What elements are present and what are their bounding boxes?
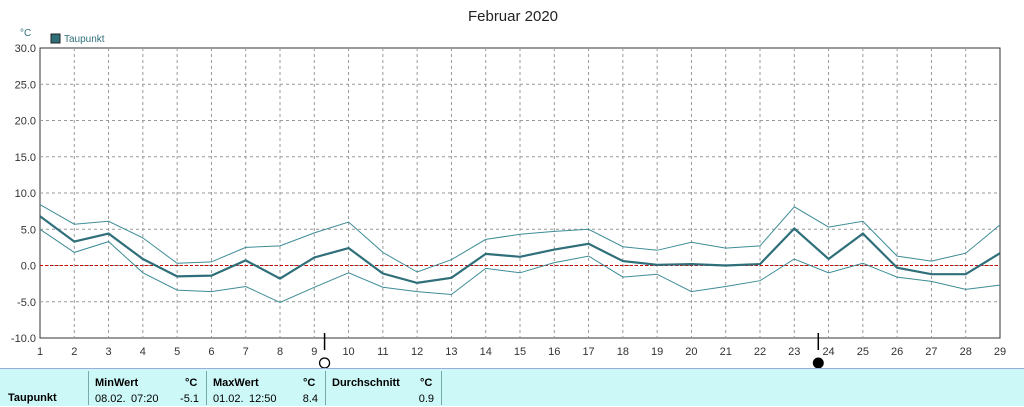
min-label: MinWert (95, 377, 139, 389)
x-tick-label: 14 (480, 346, 492, 358)
x-tick-label: 4 (140, 346, 146, 358)
y-tick-label: 25.0 (15, 79, 36, 91)
dewpoint-chart: Februar 2020 °C Taupunkt 30.025.020.015.… (11, 8, 1006, 368)
max-unit: °C (303, 377, 316, 389)
max-cell: MaxWert °C 01.02. 12:50 8.4 (207, 369, 324, 407)
x-tick-label: 7 (243, 346, 249, 358)
x-tick-label: 19 (651, 346, 663, 358)
x-tick-label: 25 (857, 346, 869, 358)
y-tick-label: 15.0 (15, 152, 36, 164)
min-unit: °C (185, 377, 198, 389)
y-axis-unit: °C (20, 28, 31, 39)
x-ticks: 1 2 3 4 5 6 7 8 9 10 11 12 13 14 15 16 17 18 19 20 21 22 23 24 2… (37, 346, 1006, 358)
y-tick-label: 30.0 (15, 43, 36, 55)
avg-label: Durchschnitt (332, 377, 400, 389)
x-tick-label: 21 (720, 346, 732, 358)
legend-swatch (50, 33, 61, 44)
x-tick-label: 2 (71, 346, 77, 358)
avg-unit: °C (420, 377, 433, 389)
separator (441, 371, 442, 405)
series-layer (39, 204, 1001, 304)
x-tick-label: 16 (548, 346, 560, 358)
legend-label: Taupunkt (64, 34, 105, 45)
full-moon-icon (318, 357, 331, 368)
min-time: 07:20 (131, 393, 159, 405)
x-tick-label: 3 (106, 346, 112, 358)
x-tick-label: 11 (377, 346, 388, 358)
x-tick-label: 13 (445, 346, 457, 358)
stats-row-label-cell: Taupunkt (0, 369, 88, 407)
x-tick-label: 1 (37, 346, 43, 358)
avg-cell: Durchschnitt °C 0.9 (326, 369, 440, 407)
x-tick-label: 17 (582, 346, 594, 358)
x-tick-label: 28 (960, 346, 972, 358)
separator (325, 371, 326, 405)
x-tick-label: 12 (411, 346, 423, 358)
x-tick-label: 6 (208, 346, 214, 358)
series-line-min (39, 228, 1001, 304)
min-value: -5.1 (180, 393, 199, 405)
x-tick-label: 24 (822, 346, 834, 358)
y-tick-label: 10.0 (15, 188, 36, 200)
x-tick-label: 26 (891, 346, 903, 358)
moon-phases (318, 333, 824, 368)
min-cell: MinWert °C 08.02. 07:20 -5.1 (89, 369, 205, 407)
y-ticks: 30.0 25.0 20.0 15.0 10.0 5.0 0.0 -5.0 -10.0 (11, 43, 36, 345)
statistics-bar: Taupunkt MinWert °C 08.02. 07:20 -5.1 Ma… (0, 368, 1024, 406)
series-line-max (39, 204, 1001, 273)
y-tick-label: 0.0 (21, 261, 36, 273)
x-tick-label: 10 (342, 346, 354, 358)
x-tick-label: 27 (925, 346, 937, 358)
max-date: 01.02. (213, 393, 244, 405)
y-tick-label: -5.0 (17, 297, 36, 309)
x-tick-label: 8 (277, 346, 283, 358)
x-tick-label: 9 (311, 346, 317, 358)
x-tick-label: 18 (617, 346, 629, 358)
y-tick-label: -10.0 (11, 333, 36, 345)
y-tick-label: 20.0 (15, 116, 36, 128)
separator (206, 371, 207, 405)
chart-title: Februar 2020 (468, 8, 558, 25)
x-tick-label: 5 (174, 346, 180, 358)
stats-row-label: Taupunkt (8, 392, 57, 404)
x-tick-label: 15 (514, 346, 526, 358)
avg-value: 0.9 (418, 393, 434, 405)
x-tick-label: 29 (994, 346, 1006, 358)
series-line-mean (39, 215, 1001, 285)
x-tick-label: 22 (754, 346, 766, 358)
new-moon-icon (812, 357, 824, 368)
y-tick-label: 5.0 (21, 224, 36, 236)
separator (88, 371, 89, 405)
x-tick-label: 20 (685, 346, 697, 358)
max-value: 8.4 (302, 393, 318, 405)
max-time: 12:50 (249, 393, 277, 405)
x-tick-label: 23 (788, 346, 800, 358)
grid (39, 47, 1001, 339)
max-label: MaxWert (213, 377, 259, 389)
min-date: 08.02. (95, 393, 126, 405)
